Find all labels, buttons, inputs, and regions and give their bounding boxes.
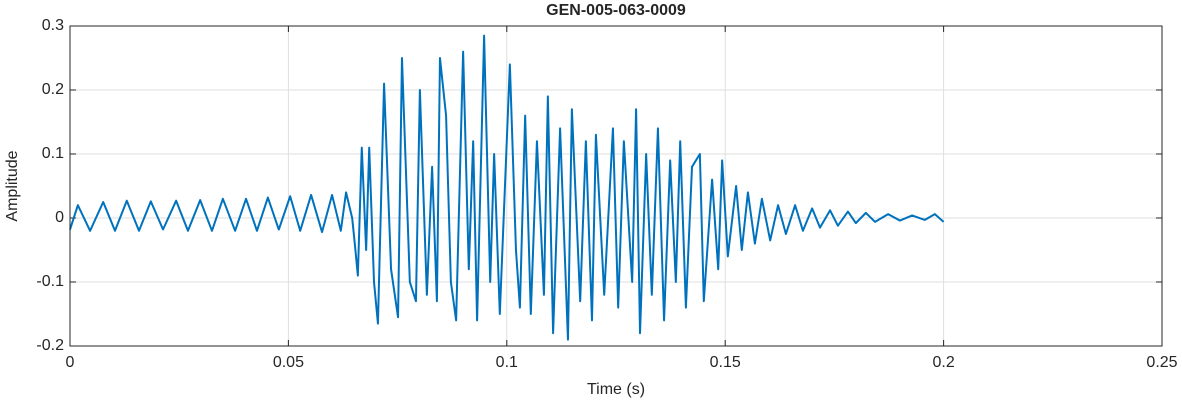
- x-tick-label: 0.15: [710, 354, 741, 371]
- plot-area: [70, 26, 1162, 346]
- y-tick-label: 0.2: [42, 81, 64, 98]
- waveform-line: [69, 34, 945, 341]
- y-tick-label: 0: [55, 209, 64, 226]
- y-axis-label: Amplitude: [4, 150, 21, 221]
- chart-title: GEN-005-063-0009: [546, 2, 686, 19]
- x-tick-label: 0: [66, 354, 75, 371]
- x-axis-label: Time (s): [587, 381, 645, 398]
- x-tick-label: 0.05: [273, 354, 304, 371]
- axes-box: [69, 25, 1163, 347]
- y-tick-label: 0.1: [42, 145, 64, 162]
- y-tick-label: 0.3: [42, 17, 64, 34]
- x-tick-label: 0.1: [496, 354, 518, 371]
- x-tick-label: 0.2: [932, 354, 954, 371]
- y-tick-label: -0.2: [36, 337, 64, 354]
- x-tick-label: 0.25: [1146, 354, 1177, 371]
- y-tick-label: -0.1: [36, 273, 64, 290]
